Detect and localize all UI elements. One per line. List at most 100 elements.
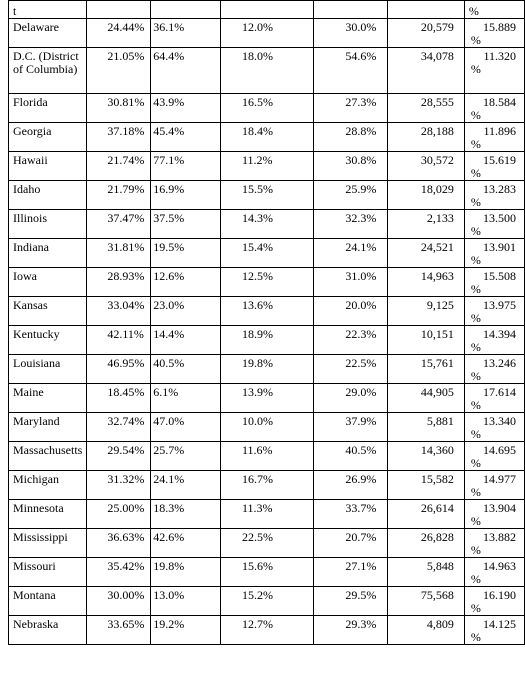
value-cell: 47.0% bbox=[150, 412, 221, 442]
value-cell: 13.340% bbox=[463, 412, 525, 442]
value-cell: 15,761 bbox=[386, 354, 465, 384]
value-cell: 20,579 bbox=[386, 18, 465, 48]
value-text: 15.619 bbox=[483, 153, 516, 167]
value-cell: 4,809 bbox=[386, 615, 465, 645]
percent-sign: % bbox=[470, 166, 481, 180]
value-cell: 11.3% bbox=[219, 499, 315, 529]
value-cell: 19.8% bbox=[150, 557, 221, 587]
value-cell: 21.79% bbox=[86, 180, 152, 210]
state-cell: Louisiana bbox=[7, 354, 88, 384]
value-cell: 15.4% bbox=[219, 238, 315, 268]
table-row: Iowa 28.93% 12.6% 12.5% 31.0% 14,963 15.508% bbox=[7, 267, 525, 297]
value-cell bbox=[386, 0, 465, 19]
table-row: Kansas 33.04% 23.0% 13.6% 20.0% 9,125 13.975% bbox=[7, 296, 525, 326]
value-cell: 29.3% bbox=[313, 615, 388, 645]
value-cell: 34,078 bbox=[386, 47, 465, 94]
value-cell: 15.889% bbox=[463, 18, 525, 48]
value-cell: % bbox=[463, 0, 525, 19]
percent-sign: % bbox=[470, 224, 481, 238]
value-cell: 10.0% bbox=[219, 412, 315, 442]
value-cell: 22.3% bbox=[313, 325, 388, 355]
value-cell: 40.5% bbox=[313, 441, 388, 471]
value-cell: 14.125% bbox=[463, 615, 525, 645]
state-cell: D.C. (District of Columbia) bbox=[7, 47, 88, 94]
value-cell: 18.45% bbox=[86, 383, 152, 413]
value-cell: 12.7% bbox=[219, 615, 315, 645]
table-row: Kentucky 42.11% 14.4% 18.9% 22.3% 10,151 14.39… bbox=[7, 325, 525, 355]
value-cell: 19.2% bbox=[150, 615, 221, 645]
value-cell: 21.74% bbox=[86, 151, 152, 181]
value-cell: 30.81% bbox=[86, 93, 152, 123]
value-cell: 37.47% bbox=[86, 209, 152, 239]
value-cell: 17.614% bbox=[463, 383, 525, 413]
percent-sign: % bbox=[470, 33, 481, 47]
state-cell: Maryland bbox=[7, 412, 88, 442]
value-cell: 31.81% bbox=[86, 238, 152, 268]
value-cell: 28.8% bbox=[313, 122, 388, 152]
state-cell: Illinois bbox=[7, 209, 88, 239]
value-cell: 13.882% bbox=[463, 528, 525, 558]
value-cell: 30.8% bbox=[313, 151, 388, 181]
state-cell: Iowa bbox=[7, 267, 88, 297]
value-cell: 14.394% bbox=[463, 325, 525, 355]
value-cell: 24.1% bbox=[313, 238, 388, 268]
state-cell: Georgia bbox=[7, 122, 88, 152]
state-cell: Florida bbox=[7, 93, 88, 123]
percent-sign: % bbox=[470, 62, 481, 76]
value-text: 13.901 bbox=[483, 240, 516, 254]
value-cell: 28.93% bbox=[86, 267, 152, 297]
value-cell: 29.0% bbox=[313, 383, 388, 413]
table-row: Mississippi 36.63% 42.6% 22.5% 20.7% 26,828 13… bbox=[7, 528, 525, 558]
value-cell: 14,360 bbox=[386, 441, 465, 471]
state-cell: Idaho bbox=[7, 180, 88, 210]
value-cell: 15.508% bbox=[463, 267, 525, 297]
value-cell: 20.7% bbox=[313, 528, 388, 558]
value-cell: 64.4% bbox=[150, 47, 221, 94]
table-row-continued: t % bbox=[7, 0, 525, 19]
value-cell: 16.5% bbox=[219, 93, 315, 123]
value-cell: 14.4% bbox=[150, 325, 221, 355]
table-row: Idaho 21.79% 16.9% 15.5% 25.9% 18,029 13.283% bbox=[7, 180, 525, 210]
value-cell: 32.74% bbox=[86, 412, 152, 442]
value-cell: 22.5% bbox=[313, 354, 388, 384]
value-cell: 5,848 bbox=[386, 557, 465, 587]
state-cell: Maine bbox=[7, 383, 88, 413]
value-cell: 19.5% bbox=[150, 238, 221, 268]
value-cell: 32.3% bbox=[313, 209, 388, 239]
value-cell: 28,555 bbox=[386, 93, 465, 123]
value-cell: 15.5% bbox=[219, 180, 315, 210]
value-cell: 13.901% bbox=[463, 238, 525, 268]
value-cell: 33.7% bbox=[313, 499, 388, 529]
value-cell: 14.963% bbox=[463, 557, 525, 587]
value-cell: 13.0% bbox=[150, 586, 221, 616]
percent-sign: % bbox=[470, 137, 481, 151]
value-text: 16.190 bbox=[483, 588, 516, 602]
value-cell: 43.9% bbox=[150, 93, 221, 123]
value-cell: 36.1% bbox=[150, 18, 221, 48]
value-cell: 18.584% bbox=[463, 93, 525, 123]
table-row: Michigan 31.32% 24.1% 16.7% 26.9% 15,582 14.97… bbox=[7, 470, 525, 500]
value-cell: 26,828 bbox=[386, 528, 465, 558]
value-cell: 9,125 bbox=[386, 296, 465, 326]
value-cell: 11.896% bbox=[463, 122, 525, 152]
value-cell: 12.5% bbox=[219, 267, 315, 297]
state-cell: Mississippi bbox=[7, 528, 88, 558]
value-cell: 75,568 bbox=[386, 586, 465, 616]
value-cell: 13.9% bbox=[219, 383, 315, 413]
state-cell: Montana bbox=[7, 586, 88, 616]
value-cell: 33.65% bbox=[86, 615, 152, 645]
value-cell: 44,905 bbox=[386, 383, 465, 413]
table-row: Missouri 35.42% 19.8% 15.6% 27.1% 5,848 14.963… bbox=[7, 557, 525, 587]
table-row: Minnesota 25.00% 18.3% 11.3% 33.7% 26,614 13.9… bbox=[7, 499, 525, 529]
value-cell: 46.95% bbox=[86, 354, 152, 384]
state-cell: Kentucky bbox=[7, 325, 88, 355]
value-cell: 31.32% bbox=[86, 470, 152, 500]
value-cell: 13.904% bbox=[463, 499, 525, 529]
value-text: 14.977 bbox=[483, 472, 516, 486]
state-cell: Massachusetts bbox=[7, 441, 88, 471]
value-cell bbox=[313, 0, 388, 19]
value-cell: 16.9% bbox=[150, 180, 221, 210]
value-cell bbox=[150, 0, 221, 19]
value-cell: 24.1% bbox=[150, 470, 221, 500]
value-cell: 37.5% bbox=[150, 209, 221, 239]
